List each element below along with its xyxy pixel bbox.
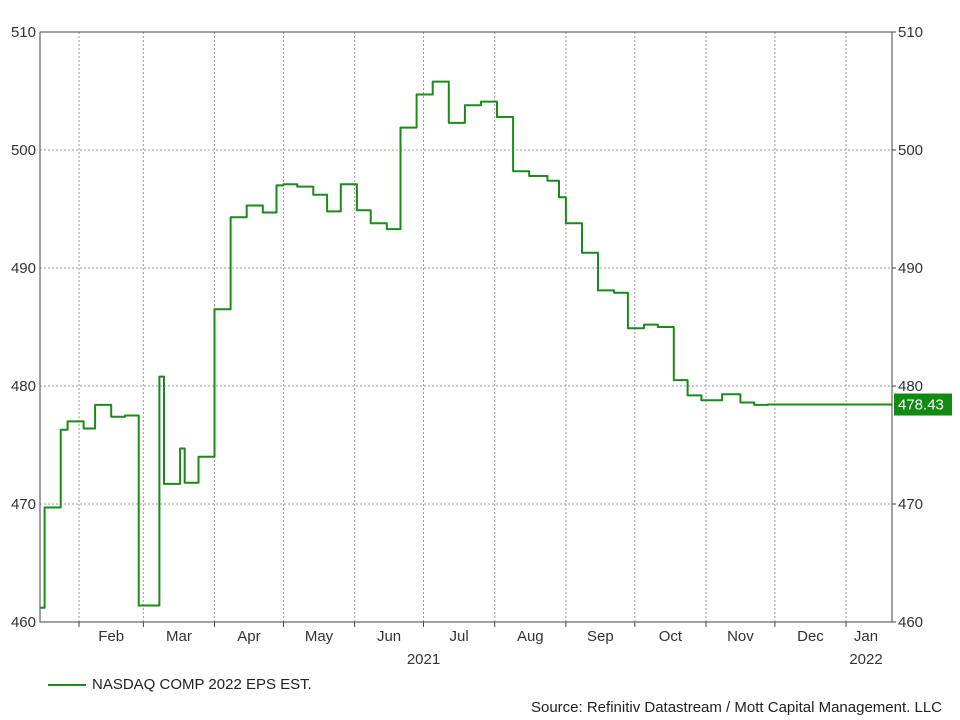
- y-tick-label-left: 470: [11, 496, 36, 513]
- y-tick-label-left: 490: [11, 260, 36, 277]
- series-layer: [40, 80, 892, 609]
- last-value-badge-bg: [894, 393, 952, 416]
- x-tick-label: Aug: [517, 628, 544, 645]
- x-tick-label: Jul: [450, 628, 469, 645]
- x-tick-label: Oct: [659, 628, 683, 645]
- x-axis: Feb Mar Apr May Jun Jul Aug Sep Oct Nov Dec Jan 2021…: [78, 622, 883, 668]
- last-value-label: 478.43: [898, 397, 944, 414]
- y-tick-label-left: 500: [11, 142, 36, 159]
- x-tick-label: Nov: [727, 628, 754, 645]
- legend-line-swatch: [48, 683, 86, 686]
- y-axis-right: 460 470 480 490 500 510: [892, 24, 923, 631]
- x-tick-label: Feb: [98, 628, 124, 645]
- plot-area-frame: [39, 31, 893, 623]
- x-tick-label: Jun: [377, 628, 401, 645]
- source-note: Source: Refinitiv Datastream / Mott Capi…: [530, 699, 942, 716]
- year-label: 2021: [407, 651, 440, 668]
- y-tick-label-right: 480: [898, 378, 923, 395]
- x-tick-label: May: [305, 628, 334, 645]
- legend-label: NASDAQ COMP 2022 EPS EST.: [92, 676, 312, 693]
- y-axis-left: 460 470 480 490 500 510: [11, 24, 36, 631]
- y-tick-label-left: 510: [11, 24, 36, 41]
- grid: [40, 31, 892, 623]
- x-tick-label: Sep: [587, 628, 614, 645]
- last-value-badge: 478.43: [894, 393, 952, 416]
- y-tick-label-right: 510: [898, 24, 923, 41]
- y-tick-label-left: 460: [11, 614, 36, 631]
- y-tick-label-right: 500: [898, 142, 923, 159]
- series-line-nasdaq-comp-2022-eps-est: [40, 80, 892, 609]
- x-tick-label: Dec: [797, 628, 824, 645]
- y-tick-label-right: 470: [898, 496, 923, 513]
- year-label: 2022: [849, 651, 882, 668]
- x-tick-label: Mar: [166, 628, 192, 645]
- x-tick-label: Apr: [237, 628, 260, 645]
- y-tick-label-right: 490: [898, 260, 923, 277]
- y-tick-label-right: 460: [898, 614, 923, 631]
- legend: NASDAQ COMP 2022 EPS EST.: [48, 676, 312, 693]
- y-tick-label-left: 480: [11, 378, 36, 395]
- x-tick-label: Jan: [854, 628, 878, 645]
